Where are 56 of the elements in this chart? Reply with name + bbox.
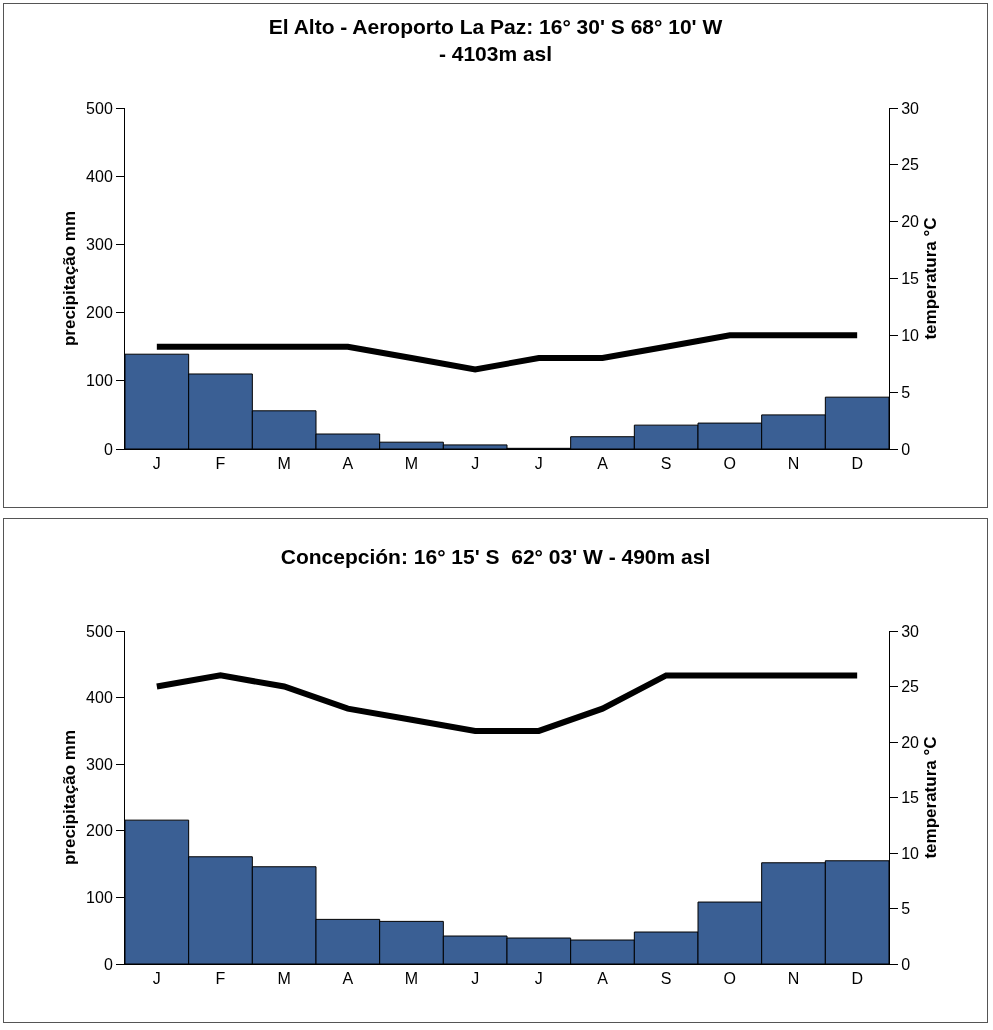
x-tick-label: J (152, 970, 161, 988)
y2-tick-label: 15 (901, 789, 920, 807)
x-tick-label: M (404, 970, 419, 988)
x-tick-label: M (277, 970, 291, 988)
y2-tick-label: 20 (901, 733, 920, 751)
y-tick-label: 300 (86, 755, 113, 773)
y2-axis-title: temperatura °C (921, 736, 941, 859)
y-tick-label: 0 (103, 440, 113, 458)
y2-tick-label: 5 (901, 900, 911, 918)
y-tick-label: 400 (86, 689, 113, 707)
x-tick-label: S (660, 455, 672, 473)
x-tick-label: F (215, 455, 226, 473)
y2-tick-label: 10 (901, 326, 920, 344)
y-tick-label: 400 (86, 167, 113, 185)
y2-axis-title: temperatura °C (921, 217, 941, 340)
y2-tick-label: 25 (901, 156, 920, 174)
y2-tick-label: 20 (901, 213, 920, 231)
x-tick-label: J (471, 970, 480, 988)
chart-title: Concepción: 16° 15' S 62° 03' W - 490m asl (280, 544, 711, 568)
y-tick-label: 500 (86, 622, 113, 640)
y2-tick-label: 25 (901, 678, 920, 696)
x-tick-label: A (342, 455, 354, 473)
y-tick-label: 200 (86, 822, 113, 840)
y2-tick-label: 30 (901, 99, 920, 117)
chart-title: El Alto - Aeroporto La Paz: 16° 30' S 68° 10' W - 4103m asl (268, 15, 723, 66)
y-tick-label: 300 (86, 236, 113, 253)
y-axis-title: precipitação mm (59, 210, 79, 347)
y2-tick-label: 5 (901, 383, 911, 401)
y2-tick-label: 0 (901, 440, 911, 458)
x-tick-label: N (787, 970, 800, 988)
y-tick-label: 100 (86, 372, 113, 390)
y2-tick-label: 15 (901, 270, 920, 288)
x-tick-label: M (277, 455, 291, 473)
x-tick-label: A (597, 455, 609, 473)
x-tick-label: F (215, 970, 226, 988)
x-tick-label: S (660, 970, 672, 988)
x-tick-label: N (787, 455, 800, 473)
y-axis-title: precipitação mm (59, 729, 79, 866)
y-tick-label: 500 (86, 99, 113, 117)
y2-tick-label: 0 (901, 955, 911, 973)
x-tick-label: D (851, 970, 863, 988)
x-tick-label: O (723, 970, 737, 988)
y-tick-label: 100 (86, 889, 113, 906)
y-tick-label: 0 (103, 955, 113, 973)
x-tick-label: A (597, 970, 609, 988)
x-tick-label: O (723, 455, 737, 473)
y2-tick-label: 10 (901, 844, 920, 862)
x-tick-label: M (404, 455, 419, 473)
x-tick-label: J (152, 455, 161, 473)
x-tick-label: A (342, 970, 354, 988)
x-tick-label: J (471, 455, 480, 473)
y2-tick-label: 30 (901, 622, 920, 640)
x-tick-label: J (534, 455, 543, 473)
x-tick-label: J (534, 970, 543, 988)
y-tick-label: 200 (86, 304, 113, 322)
x-tick-label: D (851, 455, 863, 473)
